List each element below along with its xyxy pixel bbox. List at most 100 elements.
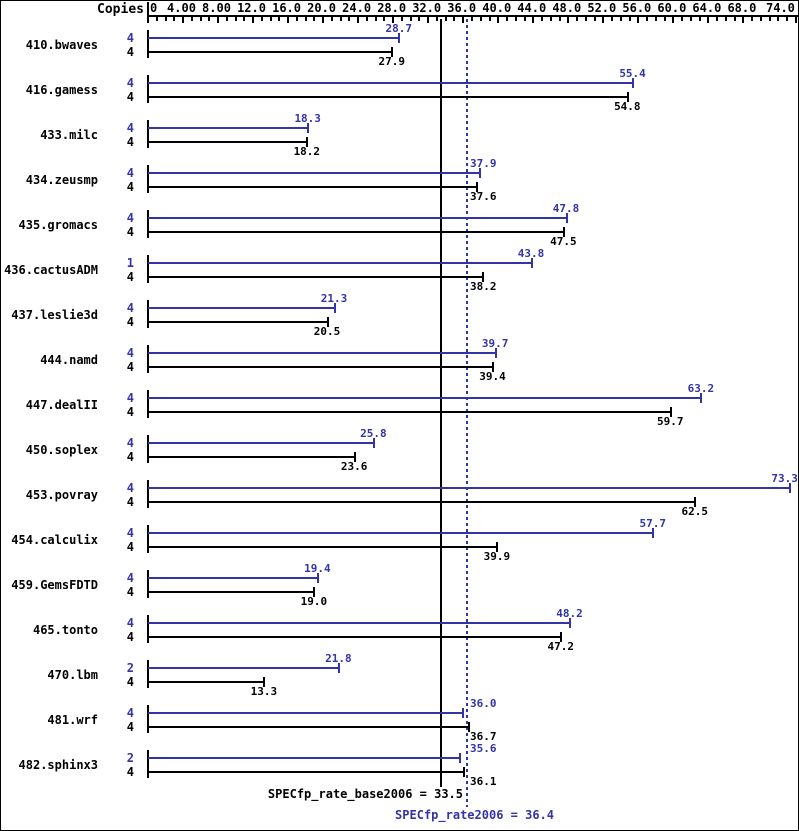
x-axis-minor-tick bbox=[330, 16, 333, 21]
x-axis-minor-tick bbox=[646, 16, 649, 21]
base-copies-label: 4 bbox=[126, 675, 134, 689]
x-axis-major-tick bbox=[672, 16, 675, 23]
benchmark-row: 410.bwaves 4 4 28.7 27.9 bbox=[1, 22, 798, 70]
benchmark-label: 450.soplex bbox=[25, 443, 98, 457]
x-axis-minor-tick bbox=[576, 16, 579, 21]
x-axis-tick-label: 0 bbox=[150, 1, 158, 15]
peak-value-label: 21.3 bbox=[320, 292, 348, 305]
peak-copies-label: 1 bbox=[126, 256, 134, 270]
benchmark-label: 447.dealII bbox=[25, 398, 98, 412]
peak-bar bbox=[148, 532, 654, 534]
x-axis-minor-tick bbox=[471, 16, 473, 21]
peak-value-label: 57.7 bbox=[639, 517, 666, 530]
base-value-label: 36.7 bbox=[470, 730, 497, 743]
x-axis-minor-tick bbox=[304, 16, 307, 21]
x-axis-minor-tick bbox=[444, 16, 447, 21]
base-value-label: 23.6 bbox=[340, 460, 368, 473]
x-axis-major-tick bbox=[427, 16, 430, 23]
peak-bar-endcap bbox=[632, 78, 635, 88]
row-axis-tick bbox=[147, 525, 149, 553]
x-axis-tick-label: 74.0 bbox=[766, 1, 795, 15]
benchmark-row: 450.soplex 4 4 25.8 23.6 bbox=[1, 427, 798, 475]
x-axis-minor-tick bbox=[234, 16, 237, 21]
row-axis-tick bbox=[147, 255, 149, 283]
x-axis-minor-tick bbox=[768, 16, 771, 21]
x-axis-tick-label: 24.0 bbox=[342, 1, 372, 15]
x-axis-tick-label: 16.0 bbox=[272, 1, 301, 15]
x-axis-minor-tick bbox=[190, 16, 193, 21]
base-bar bbox=[148, 51, 393, 53]
peak-copies-label: 4 bbox=[126, 76, 134, 90]
base-bar-endcap bbox=[263, 677, 266, 687]
row-axis-tick bbox=[147, 480, 149, 508]
x-axis-minor-tick bbox=[777, 16, 780, 21]
base-value-label: 19.0 bbox=[300, 595, 328, 608]
x-axis-minor-tick bbox=[418, 16, 421, 21]
x-axis-major-tick bbox=[462, 16, 465, 23]
x-axis-major-tick bbox=[392, 16, 395, 23]
benchmark-label: 435.gromacs bbox=[18, 218, 98, 232]
peak-copies-label: 4 bbox=[126, 571, 134, 585]
base-copies-label: 4 bbox=[126, 405, 134, 419]
x-axis-minor-tick bbox=[506, 16, 509, 21]
x-axis-minor-tick bbox=[663, 16, 666, 21]
x-axis-minor-tick bbox=[243, 16, 246, 21]
base-value-label: 18.2 bbox=[293, 145, 321, 158]
base-bar-endcap bbox=[326, 317, 329, 327]
benchmark-row: 437.leslie3d 4 4 21.3 20.5 bbox=[1, 292, 798, 340]
x-axis-minor-tick bbox=[383, 16, 386, 21]
peak-value-label: 73.3 bbox=[771, 472, 798, 485]
benchmark-label: 437.leslie3d bbox=[11, 308, 98, 322]
peak-bar bbox=[148, 172, 480, 174]
benchmark-row: 465.tonto 4 4 48.2 47.2 bbox=[1, 607, 798, 655]
base-bar-endcap bbox=[481, 272, 484, 282]
x-axis-minor-tick bbox=[225, 16, 228, 21]
peak-copies-label: 4 bbox=[126, 166, 134, 180]
base-value-label: 47.5 bbox=[550, 235, 577, 248]
benchmark-row: 470.lbm 2 4 21.8 13.3 bbox=[1, 652, 798, 700]
x-axis-minor-tick bbox=[541, 16, 544, 21]
base-value-label: 37.6 bbox=[470, 190, 497, 203]
x-axis-tick-label: 40.0 bbox=[482, 1, 512, 15]
base-value-label: 62.5 bbox=[681, 505, 708, 518]
x-axis-tick-label: 44.0 bbox=[517, 1, 547, 15]
base-copies-label: 4 bbox=[126, 720, 134, 734]
base-copies-label: 4 bbox=[126, 225, 134, 239]
row-axis-tick bbox=[147, 120, 149, 148]
base-bar bbox=[148, 321, 328, 323]
peak-bar bbox=[148, 577, 318, 579]
base-mean-label: SPECfp_rate_base2006 = 33.5 bbox=[267, 787, 463, 801]
x-axis-minor-tick bbox=[716, 16, 719, 21]
benchmark-label: 453.povray bbox=[25, 488, 98, 502]
benchmark-row: 435.gromacs 4 4 47.8 47.5 bbox=[1, 202, 798, 250]
base-bar-endcap bbox=[694, 497, 697, 507]
base-bar bbox=[148, 456, 355, 458]
peak-copies-label: 4 bbox=[126, 706, 134, 720]
peak-value-label: 48.2 bbox=[556, 607, 583, 620]
peak-value-label: 35.6 bbox=[470, 742, 497, 755]
peak-bar bbox=[148, 667, 339, 669]
peak-value-label: 36.0 bbox=[470, 697, 497, 710]
base-copies-label: 4 bbox=[126, 765, 134, 779]
x-axis-major-tick bbox=[637, 16, 640, 23]
peak-bar-endcap bbox=[700, 393, 703, 403]
x-axis-minor-tick bbox=[374, 16, 377, 21]
base-value-label: 36.1 bbox=[470, 775, 497, 788]
x-axis-minor-tick bbox=[313, 16, 316, 21]
x-axis-tick-label: 36.0 bbox=[447, 1, 477, 15]
x-axis-minor-tick bbox=[295, 16, 298, 21]
peak-bar-endcap bbox=[569, 618, 572, 628]
x-axis: 0 4.00 8.00 12.0 16.0 20.0 24.0 28.0 32.0 36.0 40.… bbox=[1, 1, 798, 25]
base-bar bbox=[148, 411, 671, 413]
x-axis-minor-tick bbox=[208, 16, 211, 21]
x-axis-minor-tick bbox=[453, 16, 456, 21]
base-bar bbox=[148, 96, 628, 98]
x-axis-tick-label: 48.0 bbox=[552, 1, 582, 15]
x-axis-major-tick bbox=[252, 16, 255, 23]
benchmark-row: 416.gamess 4 4 55.4 54.8 bbox=[1, 67, 798, 115]
base-copies-label: 4 bbox=[126, 495, 134, 509]
peak-value-label: 63.2 bbox=[687, 382, 715, 395]
x-axis-minor-tick bbox=[260, 16, 263, 21]
base-copies-label: 4 bbox=[126, 360, 134, 374]
